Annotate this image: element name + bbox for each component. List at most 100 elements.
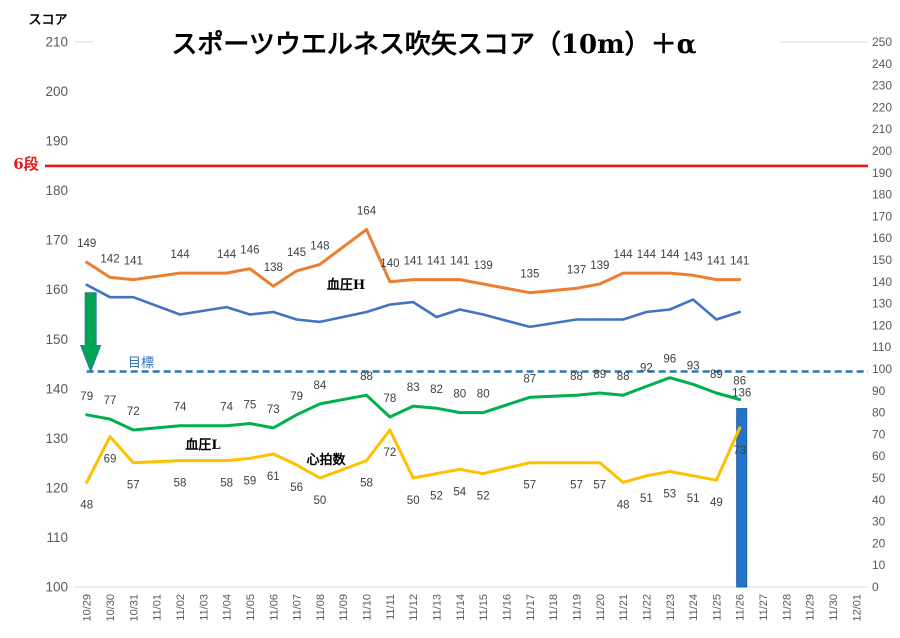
x-tick-label: 11/03: [198, 594, 210, 621]
heart-rate-data-label: 72: [384, 447, 397, 459]
bp-high-data-label: 149: [77, 238, 96, 250]
bp-high-point: [691, 274, 695, 277]
bp-high-line: [85, 228, 742, 295]
x-tick-label: 11/09: [338, 594, 350, 621]
heart-rate-point: [272, 452, 275, 456]
y-left-tick-label: 130: [45, 431, 68, 446]
bp-high-point: [108, 276, 112, 279]
heart-rate-point: [598, 461, 601, 464]
bp-high-point: [412, 278, 415, 281]
heart-rate-data-label: 50: [407, 495, 420, 507]
heart-rate-point: [295, 463, 298, 467]
x-tick-label: 11/05: [245, 594, 257, 621]
heart-rate-point: [412, 476, 415, 480]
y-right-tick-label: 190: [872, 166, 892, 180]
y-right-tick-label: 200: [872, 144, 892, 158]
heart-rate-point: [458, 468, 461, 471]
y-right-tick-label: 170: [872, 209, 892, 223]
bp-low-point: [132, 428, 135, 432]
bp-high-point: [365, 228, 368, 231]
heart-rate-data-label: 51: [687, 493, 700, 505]
bp-low-data-label: 72: [127, 406, 140, 418]
reference-lines: [45, 164, 868, 373]
x-tick-label: 11/12: [408, 594, 420, 621]
heart-rate-point: [225, 459, 228, 462]
heart-rate-point: [715, 479, 718, 482]
y-left-axis-title: スコア: [28, 13, 67, 28]
bp-low-data-label: 88: [360, 371, 373, 383]
y-right-tick-label: 70: [872, 427, 886, 441]
heart-rate-point: [132, 461, 135, 464]
x-tick-label: 11/08: [315, 594, 327, 621]
bp-low-point: [85, 413, 88, 416]
bp-low-data-label: 80: [477, 389, 490, 401]
heart-rate-data-label: 58: [174, 478, 187, 490]
x-tick-label: 11/25: [711, 594, 723, 621]
score-point: [85, 283, 88, 286]
bp-high-point: [295, 269, 298, 273]
y-right-tick-label: 240: [872, 57, 892, 71]
bp-high-data-label: 138: [264, 262, 283, 274]
bp-low-data-label: 78: [384, 393, 397, 405]
bp-low-point: [645, 385, 648, 388]
bp-high-point: [85, 261, 88, 264]
bp-low-point: [178, 424, 182, 427]
bp-high-point: [318, 263, 322, 266]
bp-low-point: [435, 407, 438, 410]
heart-rate-point: [435, 472, 438, 475]
y-right-tick-label: 150: [872, 253, 892, 267]
x-tick-label: 10/31: [128, 594, 140, 622]
bp-high-data-label: 148: [310, 240, 329, 252]
bp-low-point: [691, 383, 695, 386]
bp-high-data-label: 141: [404, 256, 423, 268]
score-point: [598, 318, 601, 321]
y-right-tick-label: 100: [872, 362, 892, 376]
x-tick-label: 11/26: [735, 594, 747, 621]
bp-high-point: [575, 287, 578, 290]
x-tick-label: 11/20: [595, 594, 607, 621]
reference-label-6dan: 6段: [13, 155, 38, 173]
y-left-tick-label: 100: [45, 580, 68, 595]
score-point: [435, 315, 438, 319]
bp-high-data-label: 164: [357, 206, 377, 218]
bp-low-point: [668, 376, 671, 379]
y-left-tick-label: 200: [45, 84, 68, 99]
heart-rate-point: [691, 474, 695, 477]
y-right-tick-label: 80: [872, 406, 886, 420]
x-tick-label: 11/01: [152, 594, 164, 621]
bp-low-point: [458, 411, 461, 414]
bp-low-data-label: 73: [267, 404, 280, 416]
bp-low-data-label: 83: [407, 382, 420, 394]
score-point: [318, 320, 322, 324]
x-tick-label: 11/13: [432, 594, 444, 621]
bp-high-data-label: 140: [380, 258, 399, 270]
score-point: [295, 318, 298, 321]
bp-low-point: [272, 426, 275, 430]
reference-label-target: 目標: [128, 356, 154, 371]
bp-low-data-label: 74: [174, 402, 187, 414]
x-tick-label: 11/10: [362, 594, 374, 621]
heart-rate-point: [668, 470, 671, 473]
bp-high-data-label: 139: [474, 260, 493, 272]
bp-high-point: [225, 271, 228, 275]
x-tick-label: 11/04: [222, 594, 234, 621]
heart-rate-data-label: 48: [617, 499, 630, 511]
bp-high-data-label: 142: [100, 253, 119, 265]
heart-rate-point: [248, 457, 252, 460]
chart-title-group: スポーツウエルネス吹矢スコア（10m）＋α: [93, 28, 780, 60]
y-left-tick-label: 120: [45, 480, 68, 495]
score-point: [668, 308, 671, 311]
heart-rate-point: [528, 461, 531, 464]
bp-low-data-label: 79: [290, 391, 303, 403]
bp-high-data-label: 144: [614, 249, 634, 261]
bp-low-point: [575, 394, 578, 397]
bp-low-point: [225, 424, 228, 427]
heart-rate-point: [575, 461, 578, 464]
x-tick-label: 11/24: [688, 594, 700, 621]
x-tick-label: 11/14: [455, 594, 467, 621]
bp-high-point: [248, 267, 252, 270]
x-tick-label: 11/16: [502, 594, 514, 621]
series-label-bp-high: 血圧H: [327, 277, 365, 293]
heart-rate-data-label: 69: [104, 454, 117, 466]
score-point: [621, 318, 625, 321]
